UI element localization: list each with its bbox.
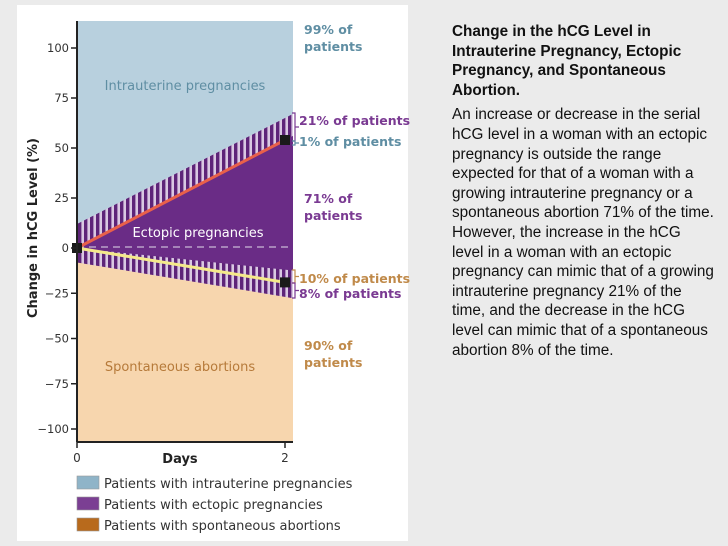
y-tick-label: −25	[45, 286, 69, 300]
x-tick-label: 0	[73, 451, 81, 465]
annotation-71-percent: 71% of	[304, 191, 353, 206]
annotation-bracket	[292, 112, 299, 142]
y-tick-label: 50	[54, 141, 69, 155]
legend-swatch	[76, 475, 100, 490]
annotation-99-percent: 99% of	[304, 22, 353, 37]
intrauterine-median-line	[76, 138, 286, 250]
annotation-90-percent: patients	[304, 355, 362, 370]
y-axis-label: Change in hCG Level (%)	[26, 138, 41, 318]
annotation-8-percent: 8% of patients	[299, 286, 401, 301]
y-tick-label: 25	[54, 191, 69, 205]
abortion-median-line	[76, 246, 286, 284]
annotation-71-percent: patients	[304, 208, 362, 223]
annotation-bracket	[292, 269, 299, 284]
legend-swatch	[76, 496, 100, 511]
annotation-bracket	[292, 140, 299, 146]
legend-label: Patients with ectopic pregnancies	[104, 498, 323, 513]
y-tick-label: −75	[45, 377, 69, 391]
legend-label: Patients with intrauterine pregnancies	[104, 477, 353, 492]
caption: Change in the hCG Level in Intrauterine …	[452, 22, 714, 360]
annotation-10-percent: 10% of patients	[299, 271, 410, 286]
region-label-ectopic: Ectopic pregnancies	[132, 226, 263, 241]
y-tick-label: 100	[47, 41, 69, 55]
region-label-spontaneous: Spontaneous abortions	[105, 360, 256, 375]
annotation-90-percent: 90% of	[304, 338, 353, 353]
annotation-99-percent: patients	[304, 39, 362, 54]
y-tick-label: 0	[62, 241, 69, 255]
y-tick-label: 75	[54, 91, 69, 105]
region-ectopic	[77, 135, 293, 271]
legend-label: Patients with spontaneous abortions	[104, 519, 341, 534]
legend-swatch	[76, 517, 100, 532]
annotation-21-percent: 21% of patients	[299, 113, 410, 128]
annotation-bracket	[292, 282, 299, 299]
x-axis-label: Days	[162, 452, 198, 467]
region-label-intrauterine: Intrauterine pregnancies	[105, 79, 266, 94]
y-tick-label: −100	[37, 422, 69, 436]
x-tick-label: 2	[281, 451, 289, 465]
caption-body: An increase or decrease in the serial hC…	[452, 106, 714, 359]
annotation-1-percent: 1% of patients	[299, 134, 401, 149]
caption-title: Change in the hCG Level in Intrauterine …	[452, 23, 682, 99]
data-point-marker	[280, 135, 290, 145]
data-point-marker	[280, 277, 290, 288]
y-tick-label: −50	[45, 332, 69, 346]
